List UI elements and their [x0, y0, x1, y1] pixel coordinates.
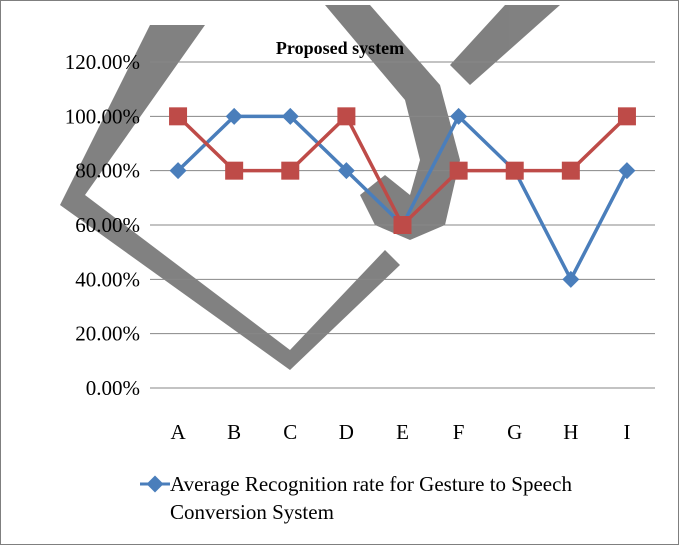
x-tick-label: D	[339, 420, 354, 444]
data-point	[393, 216, 412, 234]
data-point	[618, 162, 636, 180]
data-point	[562, 270, 580, 288]
y-tick-label: 120.00%	[65, 50, 140, 74]
data-point	[561, 161, 580, 180]
data-point	[449, 161, 468, 180]
legend: Average Recognition rate for Gesture to …	[140, 472, 572, 524]
x-tick-label: G	[507, 420, 522, 444]
data-point	[225, 161, 244, 180]
y-tick-label: 40.00%	[75, 267, 140, 291]
x-tick-label: A	[170, 420, 186, 444]
data-point	[505, 161, 524, 180]
data-point	[169, 162, 187, 180]
x-tick-label: F	[453, 420, 465, 444]
y-tick-label: 20.00%	[75, 322, 140, 346]
data-point	[281, 107, 299, 125]
data-point	[337, 162, 355, 180]
legend-label-line-2: Conversion System	[170, 500, 334, 524]
y-tick-label: 60.00%	[75, 213, 140, 237]
x-tick-label: E	[396, 420, 409, 444]
series-2	[169, 107, 636, 234]
data-point	[281, 161, 300, 180]
data-point	[617, 107, 636, 126]
x-tick-label: H	[563, 420, 578, 444]
x-tick-label: B	[227, 420, 241, 444]
legend-series-marker	[146, 475, 164, 493]
data-point	[337, 107, 356, 126]
y-tick-label: 100.00%	[65, 104, 140, 128]
legend-label-line-1: Average Recognition rate for Gesture to …	[170, 472, 572, 496]
series-group	[169, 107, 636, 288]
x-tick-label: I	[623, 420, 630, 444]
y-tick-label: 80.00%	[75, 159, 140, 183]
x-axis-ticks: A B C D E F G H I	[170, 420, 630, 444]
x-tick-label: C	[283, 420, 297, 444]
y-axis-ticks: 0.00% 20.00% 40.00% 60.00% 80.00% 100.00% 120.…	[65, 50, 140, 400]
data-point	[225, 107, 243, 125]
data-point	[450, 107, 468, 125]
y-tick-label: 0.00%	[86, 376, 140, 400]
chart-title: Proposed system	[276, 38, 404, 58]
data-point	[169, 107, 188, 126]
